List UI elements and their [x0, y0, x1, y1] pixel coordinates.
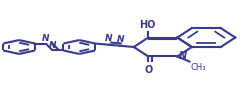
Text: N: N [105, 34, 112, 43]
Text: N: N [49, 41, 56, 50]
Text: CH₃: CH₃ [191, 63, 206, 72]
Text: HO: HO [139, 20, 155, 30]
Text: N: N [179, 51, 187, 61]
Text: N: N [117, 35, 124, 44]
Text: O: O [144, 65, 152, 75]
Text: N: N [42, 34, 50, 43]
